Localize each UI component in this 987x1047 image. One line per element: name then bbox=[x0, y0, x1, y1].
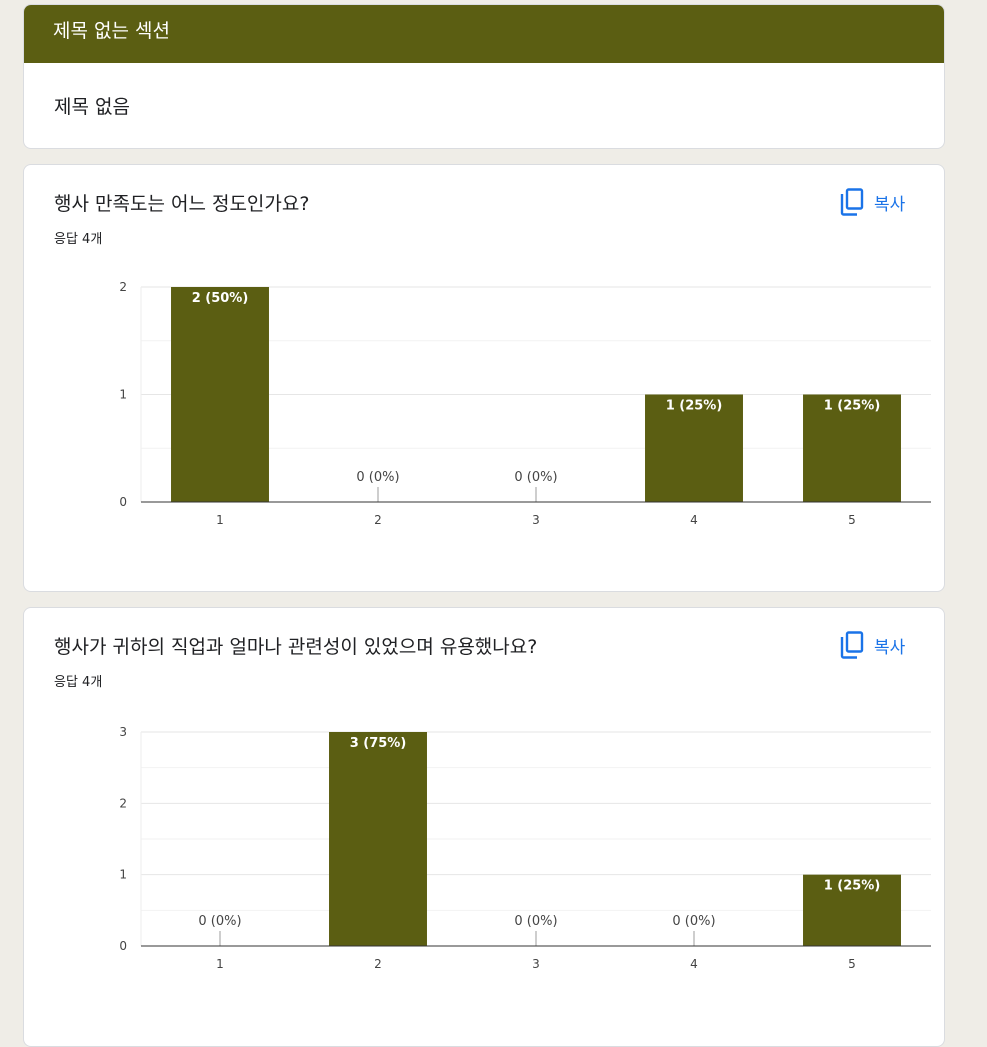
section-card: 제목 없는 섹션 제목 없음 bbox=[23, 4, 945, 149]
copy-icon bbox=[840, 188, 864, 216]
y-tick-label: 2 bbox=[119, 280, 127, 294]
data-label: 1 (25%) bbox=[666, 399, 723, 414]
bar bbox=[803, 394, 901, 502]
x-tick-label: 4 bbox=[690, 957, 698, 971]
y-tick-label: 1 bbox=[119, 388, 127, 402]
bar bbox=[329, 732, 427, 946]
copy-button[interactable]: 복사 bbox=[840, 185, 920, 219]
x-tick-label: 5 bbox=[848, 957, 856, 971]
section-description: 제목 없음 bbox=[54, 96, 130, 118]
data-label: 0 (0%) bbox=[514, 470, 557, 485]
data-label: 0 (0%) bbox=[514, 914, 557, 929]
section-title: 제목 없는 섹션 bbox=[24, 5, 944, 63]
x-tick-label: 3 bbox=[532, 957, 540, 971]
y-tick-label: 3 bbox=[119, 725, 127, 739]
copy-button[interactable]: 복사 bbox=[840, 628, 920, 662]
question-title: 행사가 귀하의 직업과 얼마나 관련성이 있었으며 유용했나요? bbox=[54, 636, 538, 658]
data-label: 0 (0%) bbox=[672, 914, 715, 929]
response-count: 응답 4개 bbox=[54, 675, 103, 690]
data-label: 1 (25%) bbox=[824, 399, 881, 414]
copy-label: 복사 bbox=[874, 194, 906, 215]
x-tick-label: 2 bbox=[374, 957, 382, 971]
data-label: 0 (0%) bbox=[198, 914, 241, 929]
data-label: 0 (0%) bbox=[356, 470, 399, 485]
data-label: 2 (50%) bbox=[192, 291, 249, 306]
question-card: 행사가 귀하의 직업과 얼마나 관련성이 있었으며 유용했나요? 응답 4개 복… bbox=[23, 607, 945, 1047]
x-tick-label: 1 bbox=[216, 957, 224, 971]
x-tick-label: 4 bbox=[690, 513, 698, 527]
copy-icon bbox=[840, 631, 864, 659]
question-title: 행사 만족도는 어느 정도인가요? bbox=[54, 193, 310, 215]
bar bbox=[803, 874, 901, 946]
response-count: 응답 4개 bbox=[54, 232, 103, 247]
bar bbox=[171, 287, 269, 502]
y-tick-label: 0 bbox=[119, 939, 127, 953]
data-label: 1 (25%) bbox=[824, 879, 881, 894]
x-tick-label: 5 bbox=[848, 513, 856, 527]
x-tick-label: 2 bbox=[374, 513, 382, 527]
question-card: 행사 만족도는 어느 정도인가요? 응답 4개 복사 0 1 2 2 (50%) 1 0 … bbox=[23, 164, 945, 592]
x-tick-label: 3 bbox=[532, 513, 540, 527]
y-tick-label: 1 bbox=[119, 868, 127, 882]
bar-chart: 0 1 2 2 (50%) 1 0 (0%) 2 0 (0%) 3 1 (25%) 4 1 (25%)… bbox=[119, 280, 931, 527]
bar bbox=[645, 394, 743, 502]
bar-chart: 0 1 2 3 0 (0%) 1 3 (75%) 2 0 (0%) 3 0 (0%) 4 1 (25%)… bbox=[119, 725, 931, 971]
y-tick-label: 0 bbox=[119, 495, 127, 509]
data-label: 3 (75%) bbox=[350, 736, 407, 751]
x-tick-label: 1 bbox=[216, 513, 224, 527]
y-tick-label: 2 bbox=[119, 796, 127, 810]
copy-label: 복사 bbox=[874, 637, 906, 658]
